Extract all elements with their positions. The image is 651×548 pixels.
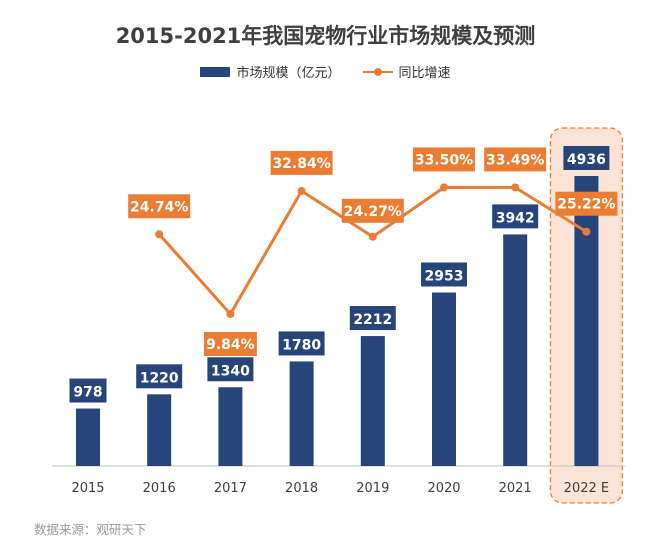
bar-label-box-2022 E — [563, 146, 610, 170]
growth-marker — [511, 183, 520, 192]
bar-2016 — [147, 394, 172, 466]
growth-value-label: 24.74% — [130, 199, 188, 215]
legend-bar-swatch — [200, 66, 231, 77]
x-tick-label: 2015 — [71, 481, 104, 496]
bar-2021 — [503, 234, 528, 466]
growth-value-label: 24.27% — [344, 204, 402, 220]
source-note: 数据来源：观研天下 — [34, 522, 147, 537]
x-tick-label: 2016 — [143, 481, 176, 496]
legend-line-label: 同比增速 — [398, 66, 451, 81]
bar-value-label: 1780 — [282, 337, 321, 353]
growth-label-box — [270, 150, 333, 175]
bar-value-label: 1220 — [140, 370, 179, 386]
legend-line-swatch — [362, 67, 393, 77]
growth-value-label: 33.49% — [486, 152, 544, 168]
growth-label-box — [555, 191, 618, 216]
bar-label-box-2017 — [207, 357, 254, 382]
bar-label-box-2018 — [278, 331, 325, 356]
bar-2020 — [432, 292, 456, 466]
bar-2019 — [360, 336, 385, 466]
x-tick-label: 2021 — [499, 481, 532, 496]
bar-value-label: 3942 — [496, 210, 535, 226]
bar-value-label: 2953 — [425, 269, 464, 285]
bar-label-box-2019 — [349, 306, 396, 331]
growth-value-label: 32.84% — [272, 156, 330, 172]
bar-value-label: 4936 — [567, 152, 606, 168]
growth-marker — [368, 232, 377, 241]
x-tick-label: 2022 E — [564, 481, 609, 496]
legend-item-line: 同比增速 — [362, 62, 451, 81]
growth-marker — [155, 230, 164, 239]
bar-value-label: 1340 — [211, 363, 250, 379]
bar-label-box-2016 — [136, 364, 183, 389]
x-tick-label: 2018 — [285, 481, 318, 496]
bar-2015 — [76, 408, 100, 466]
growth-label-box — [413, 147, 475, 172]
bar-label-box-2015 — [69, 378, 107, 403]
growth-label-box — [128, 194, 191, 219]
growth-label-box — [484, 147, 547, 172]
growth-label-box — [341, 198, 404, 223]
bar-value-label: 978 — [73, 385, 102, 401]
bar-value-label: 2212 — [353, 312, 392, 328]
growth-value-label: 25.22% — [557, 197, 615, 213]
growth-label-box — [203, 332, 257, 356]
legend-bar-label: 市场规模（亿元） — [236, 66, 341, 81]
chart-title: 2015-2021年我国宠物行业市场规模及预测 — [115, 24, 536, 48]
bar-2017 — [218, 387, 243, 466]
bar-label-box-2020 — [421, 262, 467, 287]
combo-chart: 978 1220 1340 1780 2212 2953 3942 4936 2015 2016 2… — [52, 127, 625, 504]
bar-label-box-2021 — [492, 204, 539, 229]
bar-2022 E — [574, 176, 599, 466]
growth-value-label: 9.84% — [206, 337, 255, 353]
growth-marker — [440, 183, 448, 192]
growth-value-label: 33.50% — [415, 152, 473, 168]
legend-item-bar: 市场规模（亿元） — [200, 62, 341, 81]
growth-marker — [297, 186, 306, 195]
bar-2018 — [289, 361, 314, 466]
x-tick-label: 2017 — [214, 481, 247, 496]
x-tick-label: 2020 — [427, 481, 460, 496]
growth-marker — [582, 227, 591, 236]
legend: 市场规模（亿元） 同比增速 — [0, 62, 651, 81]
x-tick-label: 2019 — [356, 481, 389, 496]
growth-marker — [226, 310, 235, 318]
